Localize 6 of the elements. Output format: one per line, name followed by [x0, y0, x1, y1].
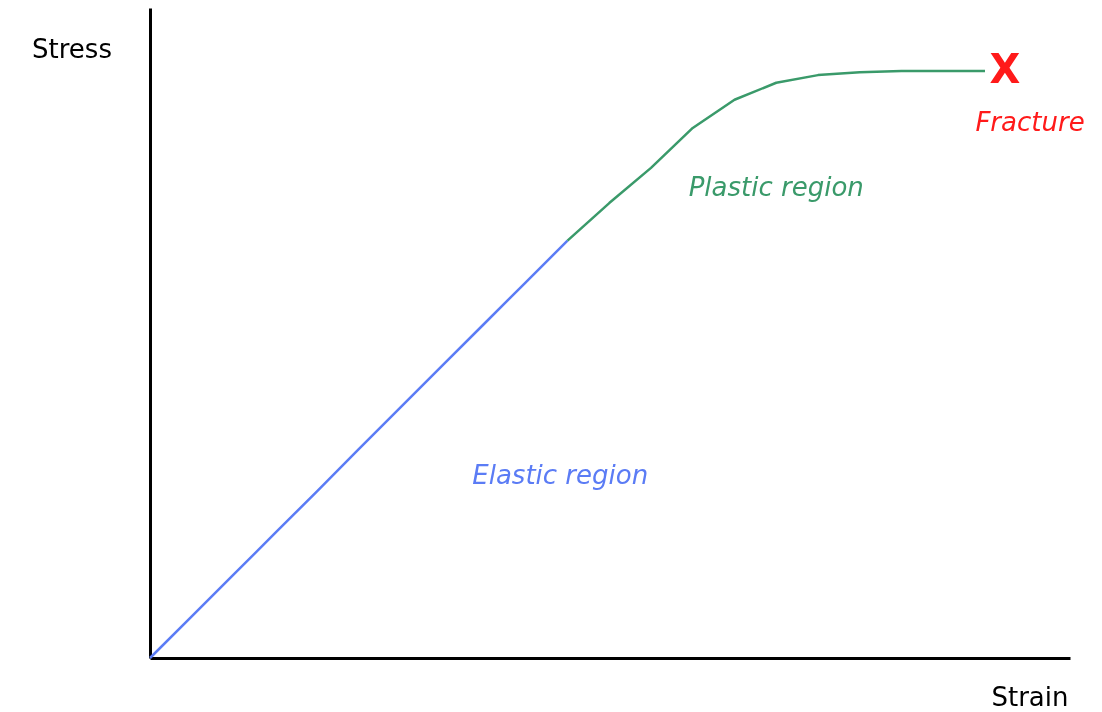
y-axis-title: Stress [32, 34, 112, 64]
x-axis-title: Strain [991, 682, 1069, 712]
annotation: X [989, 46, 1021, 92]
series-label: Plastic region [688, 171, 864, 202]
annotation: Fracture [975, 107, 1085, 137]
text: Elastic region [472, 459, 649, 490]
